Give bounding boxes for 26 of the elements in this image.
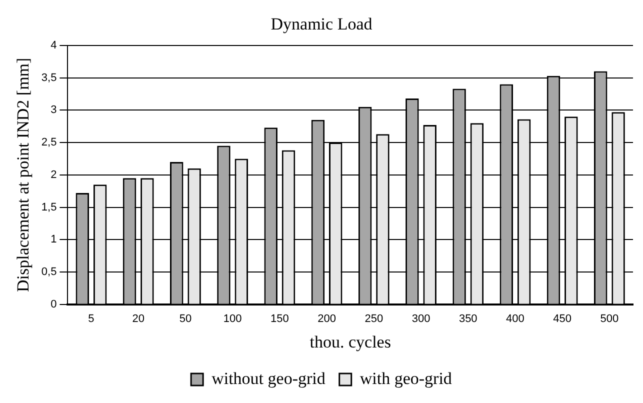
y-tick-label: 3: [50, 104, 57, 116]
y-tick-label: 0,5: [41, 266, 57, 278]
x-tick-label: 250: [364, 313, 384, 326]
y-tick-label: 2: [50, 168, 57, 181]
legend-label: with geo-grid: [360, 368, 452, 388]
y-axis-title: Displacement at point IND2 [mm]: [14, 58, 33, 292]
x-tick-label: 450: [553, 313, 572, 326]
legend-label: without geo-grid: [212, 368, 326, 388]
x-tick-label: 50: [179, 313, 192, 326]
x-tick-label: 20: [132, 313, 144, 326]
x-tick-label: 100: [223, 313, 242, 326]
y-tick-label: 1,5: [41, 201, 57, 214]
chart-title: Dynamic Load: [270, 14, 373, 34]
y-tick-label: 2,5: [41, 136, 57, 149]
x-tick-label: 400: [506, 313, 524, 326]
y-tick-label: 1: [50, 234, 57, 246]
x-tick-label: 5: [88, 313, 94, 326]
x-axis-title: thou. cycles: [310, 332, 391, 352]
y-tick-label: 4: [50, 39, 57, 52]
y-tick-label: 3,5: [41, 72, 57, 84]
y-tick-label: 0: [50, 298, 57, 310]
x-tick-label: 200: [318, 313, 336, 326]
x-tick-label: 150: [270, 313, 289, 326]
x-tick-label: 350: [458, 313, 478, 326]
x-tick-label: 300: [412, 313, 430, 326]
x-tick-label: 500: [600, 313, 619, 326]
